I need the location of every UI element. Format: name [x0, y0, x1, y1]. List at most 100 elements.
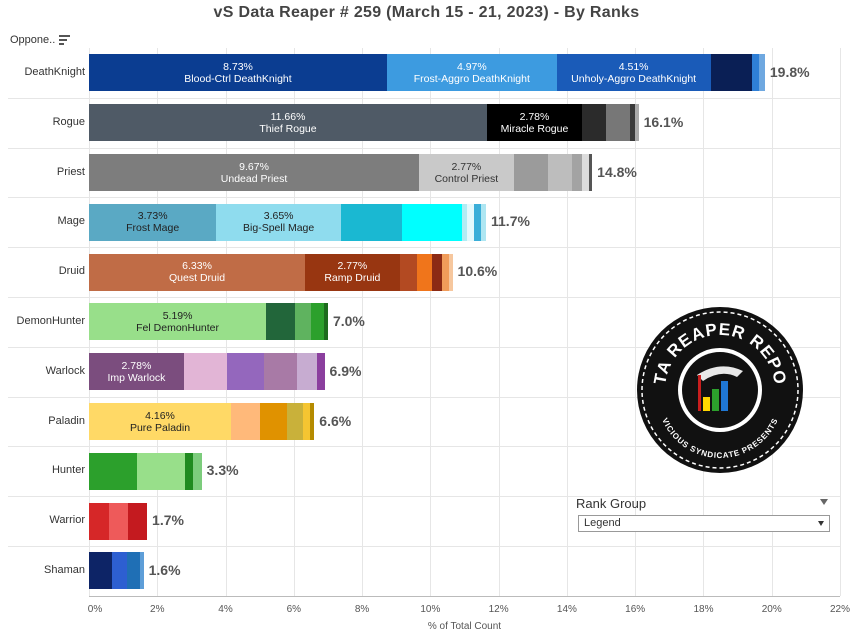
- bar-segment[interactable]: [184, 452, 194, 490]
- bar-segment[interactable]: [309, 403, 315, 440]
- x-tick-label: 4%: [218, 604, 233, 615]
- bar-segment[interactable]: [89, 203, 217, 241]
- bar-segment[interactable]: [547, 154, 572, 191]
- bar-segment[interactable]: [710, 54, 752, 92]
- bar-segment[interactable]: [287, 403, 303, 440]
- bar-segment[interactable]: [264, 353, 297, 391]
- bar-segment[interactable]: [759, 54, 765, 92]
- bar-segment[interactable]: [295, 303, 311, 341]
- bar-segment[interactable]: [635, 104, 639, 142]
- bar-segment[interactable]: [302, 403, 310, 440]
- bar-segment[interactable]: [513, 154, 548, 191]
- bar-segment[interactable]: [89, 452, 138, 490]
- segment-label: 4.51% Unholy-Aggro DeathKnight: [571, 61, 696, 85]
- bar-segment[interactable]: [89, 353, 184, 391]
- bar-total-label: 6.6%: [319, 412, 352, 429]
- bar-segment[interactable]: [442, 253, 450, 291]
- x-tick-label: 16%: [625, 604, 646, 615]
- rank-group-select[interactable]: Legend: [578, 515, 830, 532]
- segment-name-label: Miracle Rogue: [500, 122, 569, 135]
- segment-label: 4.97% Frost-Aggro DeathKnight: [414, 61, 530, 85]
- bar-segment[interactable]: [751, 54, 760, 92]
- bar-segment[interactable]: [183, 353, 227, 391]
- x-gridline: [635, 48, 637, 596]
- bar-segment[interactable]: [571, 154, 582, 191]
- row-divider: [8, 247, 840, 249]
- bar-segment[interactable]: [449, 253, 453, 291]
- bar-segment[interactable]: [310, 303, 325, 341]
- rank-group-menu-caret-icon[interactable]: [820, 499, 828, 505]
- bar-total-label: 16.1%: [643, 113, 684, 130]
- row-label-priest: Priest: [56, 165, 85, 178]
- bar-segment[interactable]: [126, 552, 140, 590]
- bar-segment[interactable]: [340, 203, 403, 241]
- segment-value-label: 11.66%: [270, 110, 306, 123]
- bar-total-label: 10.6%: [457, 263, 498, 280]
- bar-segment[interactable]: [89, 403, 231, 440]
- bar-segment[interactable]: [139, 552, 144, 590]
- bar-segment[interactable]: [231, 403, 261, 440]
- bar-segment[interactable]: [588, 154, 593, 191]
- bar-segment[interactable]: [317, 353, 325, 391]
- bar-segment[interactable]: [324, 303, 328, 341]
- segment-label: 5.19% Fel DemonHunter: [136, 310, 219, 334]
- bar-segment[interactable]: [137, 452, 185, 490]
- segment-label: 2.77% Control Priest: [435, 161, 499, 185]
- bar-segment[interactable]: [605, 104, 631, 142]
- bar-segment[interactable]: [387, 54, 557, 92]
- segment-value-label: 2.78%: [121, 359, 152, 372]
- bar-segment[interactable]: [89, 154, 420, 191]
- bar-segment[interactable]: [89, 303, 267, 341]
- bar-segment[interactable]: [581, 154, 589, 191]
- bar-segment[interactable]: [416, 253, 433, 291]
- bar-segment[interactable]: [266, 303, 296, 341]
- x-gridline: [566, 48, 568, 596]
- bar-segment[interactable]: [226, 353, 265, 391]
- chevron-down-icon[interactable]: [818, 521, 824, 526]
- bar-segment[interactable]: [305, 253, 400, 291]
- bar-total-label: 6.9%: [329, 362, 362, 379]
- bar-segment[interactable]: [467, 203, 475, 241]
- bar-segment[interactable]: [89, 104, 488, 142]
- sort-icon[interactable]: [59, 35, 71, 45]
- segment-label: 3.73% Frost Mage: [126, 210, 179, 234]
- bar-segment[interactable]: [89, 54, 387, 92]
- bar-segment[interactable]: [89, 253, 306, 291]
- bar-segment[interactable]: [109, 502, 129, 540]
- segment-name-label: Quest Druid: [169, 272, 226, 285]
- x-axis-title: % of Total Count: [427, 621, 502, 632]
- bar-segment[interactable]: [581, 104, 606, 142]
- row-header[interactable]: Oppone..: [10, 34, 71, 46]
- x-tick-label: 10%: [420, 604, 441, 615]
- bar-total-label: 7.0%: [332, 312, 365, 329]
- x-tick-label: 12%: [488, 604, 509, 615]
- bar-segment[interactable]: [216, 203, 341, 241]
- bar-segment[interactable]: [296, 353, 318, 391]
- bar-segment[interactable]: [399, 253, 417, 291]
- bar-segment[interactable]: [260, 403, 288, 440]
- segment-value-label: 2.77%: [451, 160, 482, 173]
- bar-segment[interactable]: [89, 552, 113, 590]
- bar-segment[interactable]: [630, 104, 636, 142]
- bar-segment[interactable]: [419, 154, 514, 191]
- bar-segment[interactable]: [128, 502, 148, 540]
- bar-segment[interactable]: [462, 203, 468, 241]
- bar-segment[interactable]: [402, 203, 463, 241]
- segment-value-label: 9.67%: [239, 160, 269, 173]
- row-label-shaman: Shaman: [44, 563, 85, 576]
- bar-segment[interactable]: [193, 452, 202, 490]
- chart-title: vS Data Reaper # 259 (March 15 - 21, 202…: [213, 4, 640, 21]
- bar-segment[interactable]: [474, 203, 481, 241]
- bar-segment[interactable]: [487, 104, 582, 142]
- bar-segment[interactable]: [480, 203, 486, 241]
- row-label-mage: Mage: [57, 215, 85, 228]
- segment-label: 6.33% Quest Druid: [169, 260, 225, 284]
- bar-total-label: 1.6%: [148, 561, 181, 578]
- row-header-label: Oppone..: [10, 34, 56, 46]
- bar-segment[interactable]: [432, 253, 443, 291]
- bar-segment[interactable]: [89, 502, 110, 540]
- segment-value-label: 6.33%: [182, 260, 212, 273]
- bar-segment[interactable]: [556, 54, 711, 92]
- bar-segment[interactable]: [112, 552, 127, 590]
- segment-name-label: Unholy-Aggro DeathKnight: [571, 72, 697, 85]
